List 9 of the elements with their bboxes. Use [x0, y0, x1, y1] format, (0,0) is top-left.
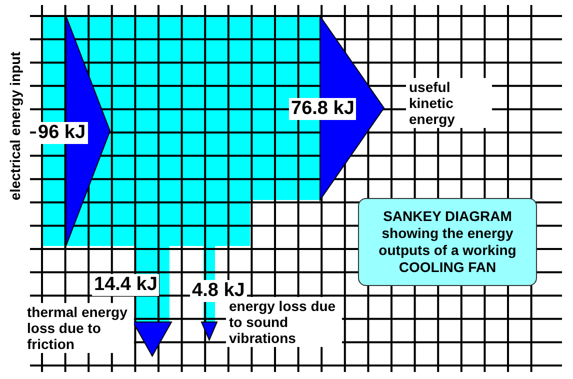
text: electrical energy input [7, 41, 23, 211]
text: SANKEY DIAGRAM showing the energy outputs of a working COOLING FAN [358, 198, 537, 286]
data-label: 76.8 kJ [289, 98, 356, 120]
category-label: energy loss due to sound vibrations [226, 297, 342, 348]
category-label: useful kinetic energy [406, 78, 492, 128]
data-label: 14.4 kJ [92, 274, 160, 296]
category-label: thermal energy loss due to friction [24, 303, 134, 354]
data-label: 4.8 kJ [190, 280, 247, 302]
text: 96 kJ [36, 122, 88, 144]
